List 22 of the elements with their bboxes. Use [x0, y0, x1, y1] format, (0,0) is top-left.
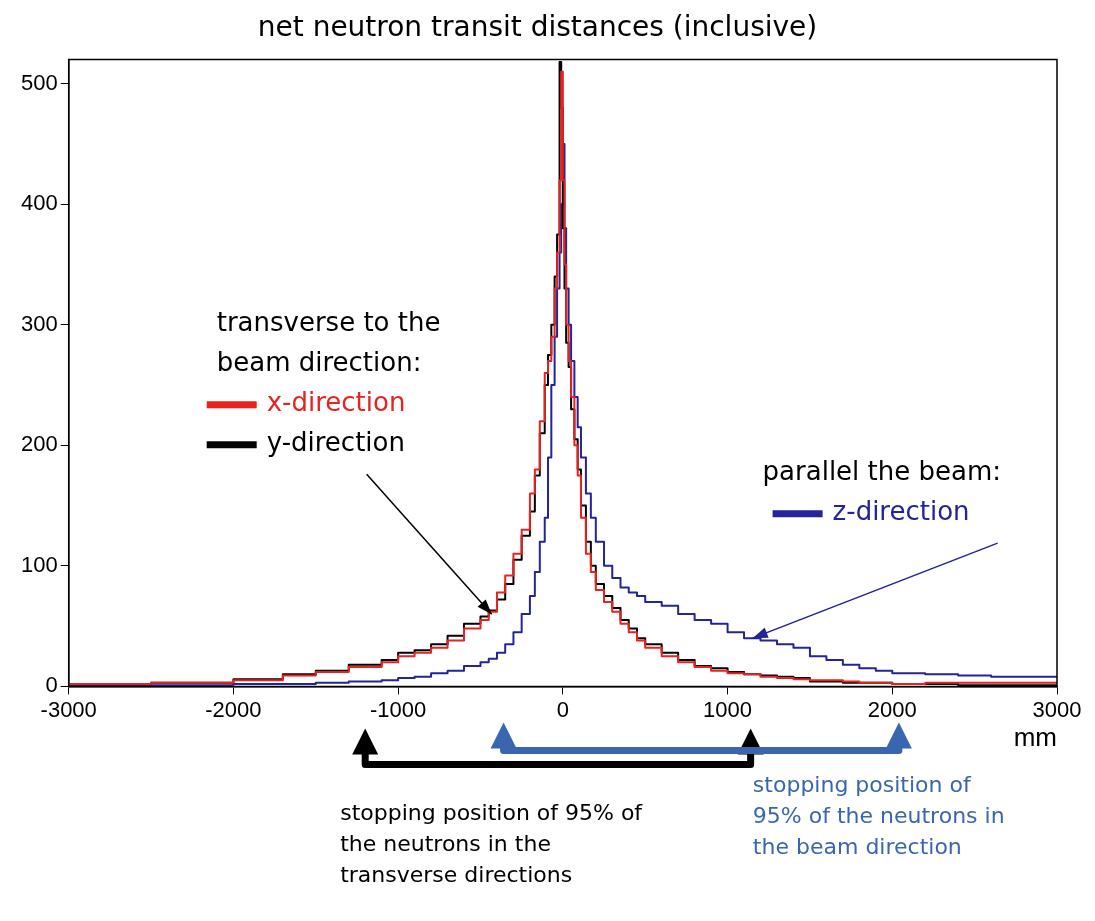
y-tick-label: 100 [20, 551, 58, 577]
chart-title: net neutron transit distances (inclusive) [257, 10, 818, 44]
x-tick-label: -2000 [205, 696, 262, 722]
y-tick-label: 500 [20, 69, 58, 95]
legend-label: y-direction [266, 427, 405, 458]
text: stopping position of 95% of the neutrons in the transverse directions [340, 800, 644, 888]
x-axis-title: mm [1013, 721, 1057, 752]
annotation: transverse to the beam direction: [216, 307, 441, 378]
legend-label: z-direction [832, 495, 970, 526]
text: stopping position of 95% of the neutrons in the beam direction [752, 772, 1005, 860]
y-tick-label: 400 [20, 190, 58, 216]
x-tick-label: 3000 [1032, 696, 1082, 722]
y-tick-label: 0 [45, 672, 58, 698]
x-tick-label: 0 [556, 696, 569, 722]
annotation: parallel the beam: [762, 455, 1002, 486]
y-tick-label: 200 [20, 431, 58, 457]
x-tick-label: -1000 [370, 696, 427, 722]
x-tick-label: -3000 [40, 696, 97, 722]
legend-label: x-direction [266, 387, 406, 418]
y-tick-label: 300 [20, 310, 58, 336]
x-tick-label: 2000 [867, 696, 917, 722]
x-tick-label: 1000 [703, 696, 753, 722]
